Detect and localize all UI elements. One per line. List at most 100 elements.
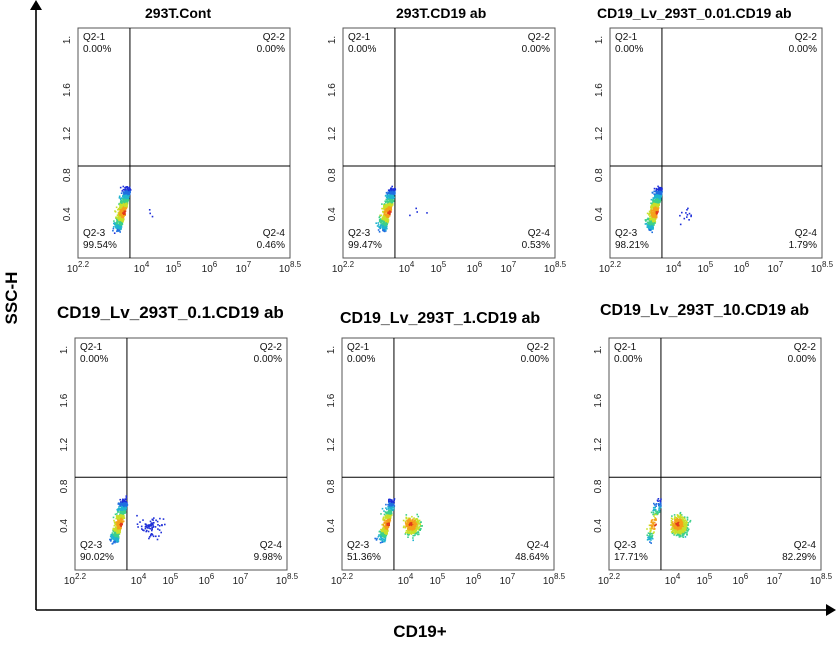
scatter-point — [122, 195, 125, 198]
scatter-point — [389, 190, 392, 192]
scatter-point — [679, 511, 682, 514]
scatter-point — [123, 210, 126, 213]
scatter-point — [120, 503, 122, 505]
scatter-point — [121, 506, 123, 508]
scatter-point — [386, 207, 388, 210]
scatter-point — [653, 502, 655, 505]
x-tick-label: 105 — [697, 572, 713, 587]
scatter-point — [392, 509, 394, 511]
x-tick-label: 105 — [163, 572, 179, 587]
scatter-point — [678, 522, 681, 525]
scatter-point — [410, 528, 413, 531]
scatter-point — [412, 539, 414, 542]
scatter-point — [677, 516, 679, 518]
scatter-point — [654, 206, 657, 208]
scatter-point — [386, 524, 388, 527]
scatter-point — [671, 518, 674, 520]
scatter-point — [117, 217, 119, 220]
scatter-point — [655, 517, 657, 520]
scatter-point — [151, 533, 153, 535]
scatter-point — [679, 521, 681, 523]
scatter-point — [124, 194, 127, 197]
scatter-point — [416, 520, 418, 523]
scatter-point — [681, 529, 683, 531]
scatter-point — [378, 538, 381, 540]
flow-plot-1: 0.4 0.8 1.2 1.6 1. 102.2 104 105 106 107 108.5 Q2-1… — [62, 27, 302, 275]
scatter-point — [407, 525, 409, 527]
scatter-point — [379, 535, 382, 537]
scatter-point — [121, 502, 124, 505]
scatter-point — [119, 216, 121, 218]
scatter-point — [673, 514, 676, 516]
scatter-point — [122, 215, 125, 218]
scatter-point — [652, 226, 654, 229]
scatter-point — [158, 525, 161, 527]
scatter-point — [385, 511, 387, 513]
scatter-point — [384, 525, 387, 527]
scatter-point — [391, 194, 394, 197]
scatter-point — [681, 534, 684, 537]
scatter-point — [680, 515, 682, 517]
scatter-point — [679, 516, 682, 519]
scatter-point — [391, 506, 393, 509]
scatter-point — [122, 220, 124, 222]
scatter-point — [407, 533, 409, 536]
scatter-point — [386, 221, 389, 224]
quadrant-name-q2-2: Q2-2 — [528, 32, 551, 43]
quadrant-value-q2-2: 0.00% — [254, 354, 282, 365]
scatter-point — [648, 221, 651, 224]
quadrant-value-q2-2: 0.00% — [522, 44, 550, 55]
scatter-point — [391, 193, 394, 196]
scatter-point — [123, 508, 125, 511]
scatter-point — [118, 219, 120, 222]
scatter-point — [687, 528, 690, 531]
scatter-point — [407, 536, 409, 538]
scatter-point — [651, 231, 653, 234]
scatter-point — [149, 534, 152, 537]
scatter-point — [117, 211, 120, 214]
scatter-point — [650, 525, 653, 528]
x-tick-label: 107 — [501, 260, 517, 275]
scatter-point — [393, 191, 395, 194]
scatter-point — [164, 523, 166, 526]
scatter-point — [652, 217, 655, 220]
scatter-point — [416, 526, 419, 528]
plot-frame — [341, 337, 555, 571]
scatter-point — [679, 512, 681, 515]
scatter-point — [651, 217, 653, 220]
scatter-point — [388, 194, 391, 196]
scatter-point — [119, 515, 121, 518]
scatter-point — [122, 212, 125, 214]
scatter-point — [673, 530, 675, 532]
scatter-point — [112, 536, 115, 538]
scatter-point — [650, 511, 653, 514]
scatter-point — [152, 519, 154, 521]
scatter-point — [410, 519, 412, 522]
scatter-point — [118, 506, 120, 508]
scatter-point — [121, 214, 124, 216]
scatter-point — [382, 218, 385, 221]
scatter-point — [408, 529, 410, 531]
scatter-point — [653, 207, 655, 209]
scatter-point — [114, 541, 116, 544]
scatter-point — [660, 195, 662, 198]
scatter-point — [142, 519, 144, 521]
scatter-point — [114, 225, 117, 228]
scatter-point — [120, 508, 122, 510]
scatter-point — [388, 196, 390, 198]
scatter-point — [388, 498, 390, 501]
scatter-point — [117, 525, 119, 528]
scatter-point — [146, 527, 149, 529]
scatter-point — [650, 521, 652, 524]
scatter-point — [122, 520, 125, 523]
scatter-point — [650, 529, 652, 532]
x-tick-label: 102.2 — [64, 572, 87, 587]
y-tick-label: 0.8 — [59, 479, 70, 493]
scatter-point — [113, 533, 115, 536]
scatter-point — [649, 227, 651, 230]
scatter-point — [675, 518, 677, 521]
scatter-point — [144, 523, 147, 525]
quadrant-name-q2-2: Q2-2 — [263, 32, 286, 43]
scatter-point — [679, 518, 682, 521]
scatter-point — [120, 204, 123, 206]
